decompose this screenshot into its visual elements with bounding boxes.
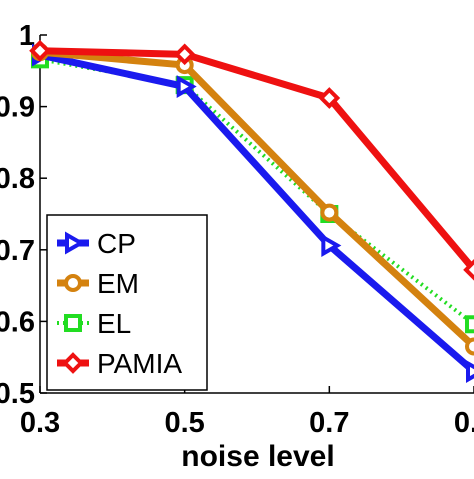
marker-triangle xyxy=(176,75,197,98)
series-layer xyxy=(29,39,474,383)
legend-label: PAMIA xyxy=(97,348,182,379)
marker-circle xyxy=(64,274,82,292)
y-tick-label: 1 xyxy=(19,20,35,52)
y-tick-label: 0.6 xyxy=(0,306,35,338)
legend: CP EM EL PAMIA xyxy=(46,214,208,391)
x-tick-label: 0.7 xyxy=(309,407,349,439)
legend-label: EL xyxy=(97,308,131,339)
legend-item-pamia: PAMIA xyxy=(57,348,182,379)
marker-diamond xyxy=(173,43,196,66)
marker-triangle xyxy=(321,234,342,257)
marker-circle xyxy=(465,337,474,356)
axes: 0.50.60.70.80.910.30.50.70.9 xyxy=(0,20,474,439)
legend-item-em: EM xyxy=(57,268,139,299)
x-tick-label: 0.5 xyxy=(165,407,205,439)
marker-diamond xyxy=(29,39,51,62)
legend-label: CP xyxy=(97,228,136,259)
x-tick-label: 0.3 xyxy=(20,407,60,439)
legend-item-el: EL xyxy=(57,308,131,339)
marker-square xyxy=(64,314,82,332)
legend-label: EM xyxy=(97,268,139,299)
y-tick-label: 0.9 xyxy=(0,92,35,124)
marker-square xyxy=(465,315,474,334)
series-line-pamia xyxy=(39,47,474,273)
marker-triangle xyxy=(466,360,474,383)
y-tick-label: 0.8 xyxy=(0,163,35,195)
x-tick-label: 0.9 xyxy=(454,407,474,439)
series-line-em xyxy=(39,48,474,350)
marker-triangle xyxy=(65,231,86,255)
marker-circle xyxy=(320,203,339,222)
legend-item-cp: CP xyxy=(57,228,136,259)
series-line-cp xyxy=(39,51,474,375)
series-pamia xyxy=(29,39,474,281)
y-tick-label: 0.5 xyxy=(0,378,35,410)
y-tick-label: 0.7 xyxy=(0,235,35,267)
marker-diamond xyxy=(62,352,84,374)
x-axis-label: noise level xyxy=(181,440,334,473)
marker-diamond xyxy=(463,259,474,281)
marker-diamond xyxy=(318,87,341,109)
